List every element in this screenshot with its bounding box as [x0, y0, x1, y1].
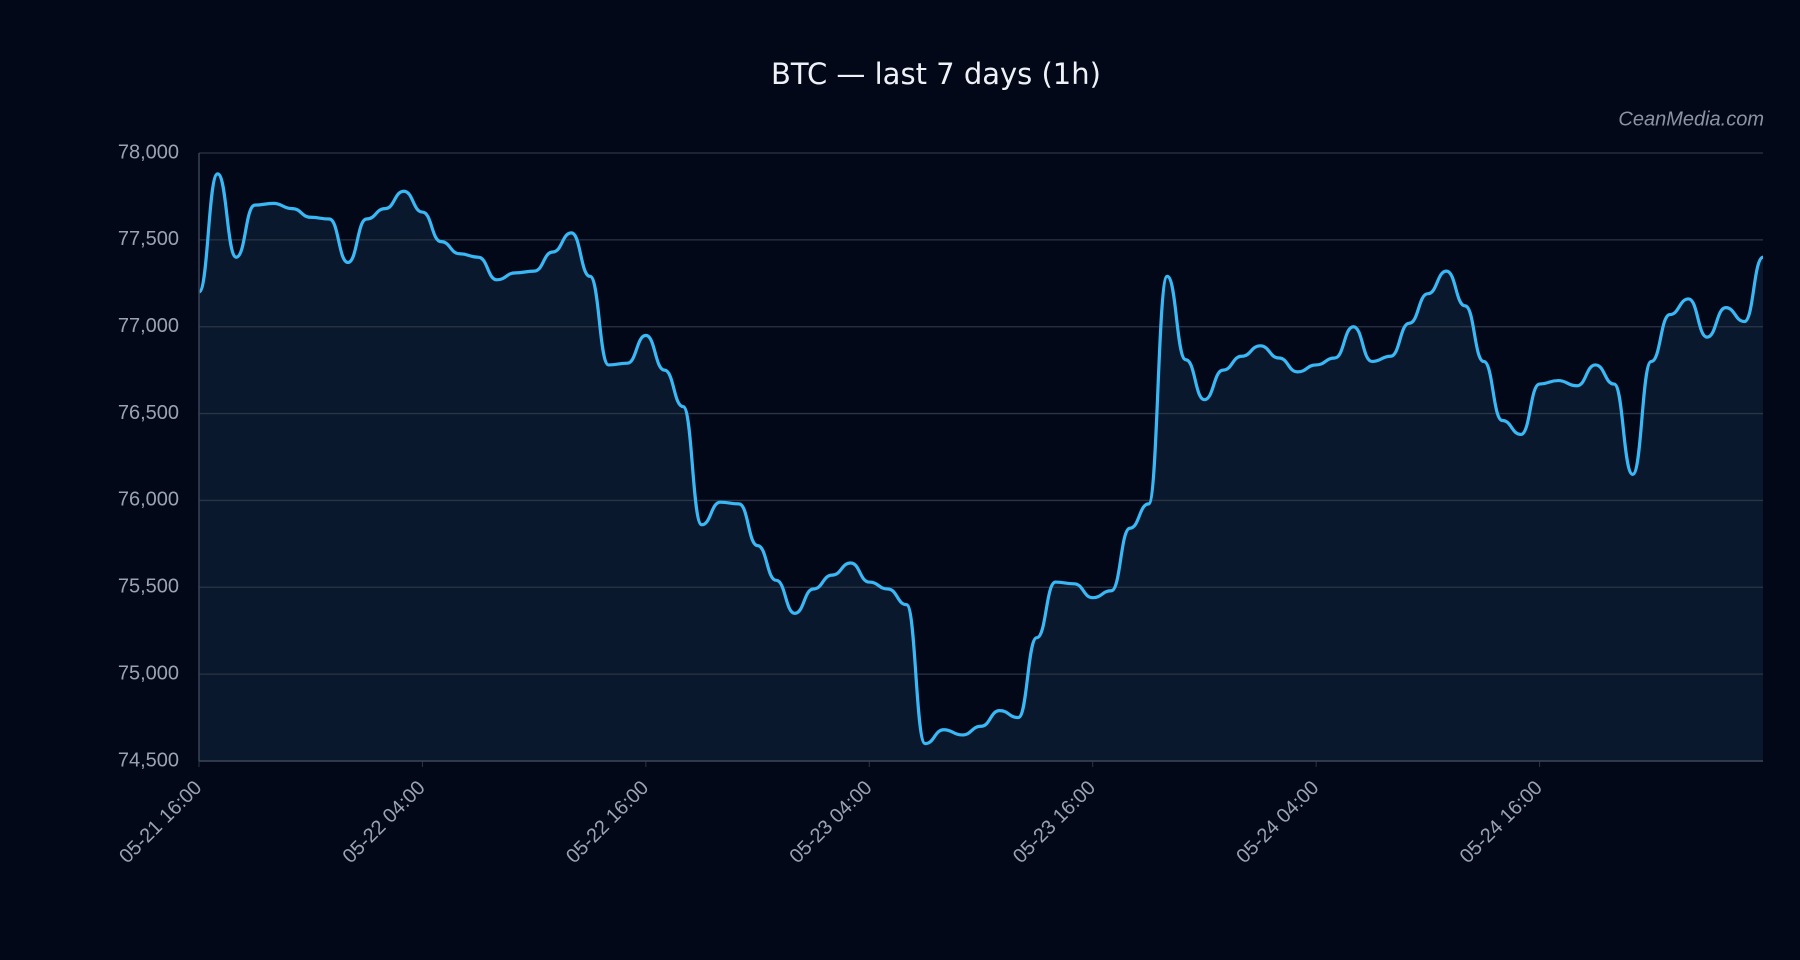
chart-title: BTC — last 7 days (1h) — [771, 57, 1101, 91]
y-tick-label: 74,500 — [118, 749, 179, 771]
y-tick-label: 76,000 — [118, 489, 179, 511]
y-tick-label: 75,500 — [118, 576, 179, 598]
watermark: CeanMedia.com — [1618, 108, 1764, 130]
line — [197, 172, 1764, 746]
y-tick-label: 77,500 — [118, 228, 179, 250]
y-tick-label: 76,500 — [118, 402, 179, 424]
y-tick-label: 75,000 — [118, 662, 179, 684]
y-tick-label: 77,000 — [118, 315, 179, 337]
y-tick-label: 78,000 — [118, 141, 179, 163]
area — [199, 173, 1763, 762]
